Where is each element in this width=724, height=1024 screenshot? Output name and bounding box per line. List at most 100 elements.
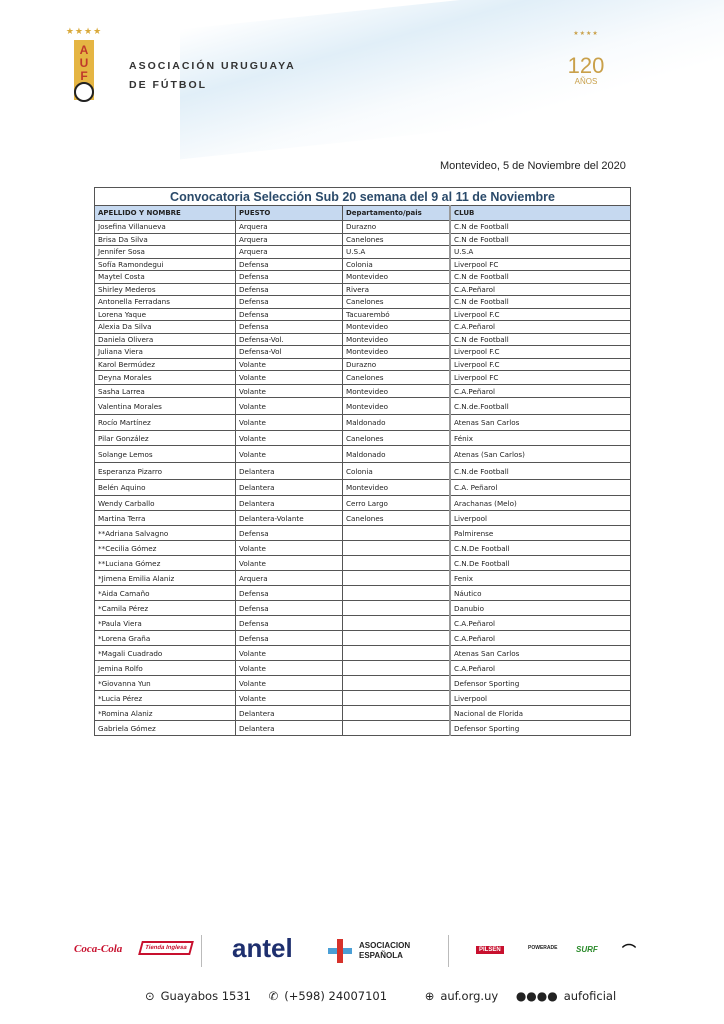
club-cell: Danubio xyxy=(449,600,631,616)
player-name-cell: Alexia Da Silva xyxy=(94,320,236,334)
department-cell: Colonia xyxy=(342,257,451,271)
globe-icon: ⊕ xyxy=(424,989,435,1003)
position-cell: Delantera xyxy=(235,720,343,736)
department-cell xyxy=(342,540,451,556)
position-cell: Defensa-Vol. xyxy=(235,332,343,346)
document-date: Montevideo, 5 de Noviembre del 2020 xyxy=(440,160,626,172)
col-header-club: CLUB xyxy=(449,205,631,221)
col-header-name: APELLIDO Y NOMBRE xyxy=(94,205,236,221)
club-cell: Fenix xyxy=(449,570,631,586)
sponsor-asociacion-espanola: ASOCIACION ESPAÑOLA xyxy=(359,941,411,960)
position-cell: Volante xyxy=(235,690,343,706)
table-row: Valentina Morales Volante Montevideo C.N.de… xyxy=(94,397,631,415)
player-name-cell: *Camila Pérez xyxy=(94,600,236,616)
player-name-cell: *Paula Viera xyxy=(94,615,236,631)
position-cell: Volante xyxy=(235,645,343,661)
stars-icon: ★★★★ xyxy=(65,26,103,36)
football-icon xyxy=(74,82,94,102)
org-name: ASOCIACIÓN URUGUAYA DE FÚTBOL xyxy=(129,57,296,95)
table-row: Juliana Viera Defensa-Vol Montevideo Liverp… xyxy=(94,345,631,359)
department-cell: Durazno xyxy=(342,357,451,371)
club-cell: Liverpool FC xyxy=(449,257,631,271)
department-cell: Montevideo xyxy=(342,270,451,284)
table-row: Sofía Ramondegui Defensa Colonia Liverpool … xyxy=(94,257,631,271)
club-cell: C.N de Football xyxy=(449,295,631,309)
sponsor-antel: antel xyxy=(232,933,293,963)
club-cell: C.N de Football xyxy=(449,232,631,246)
table-row: Pilar González Volante Canelones Fénix xyxy=(94,430,631,446)
player-name-cell: Wendy Carballo xyxy=(94,495,236,511)
player-name-cell: Lorena Yaque xyxy=(94,307,236,321)
player-name-cell: **Cecilia Gómez xyxy=(94,540,236,556)
position-cell: Volante xyxy=(235,357,343,371)
department-cell: U.S.A xyxy=(342,245,451,259)
club-cell: C.A.Peñarol xyxy=(449,660,631,676)
department-cell xyxy=(342,720,451,736)
position-cell: Volante xyxy=(235,430,343,446)
club-cell: Arachanas (Melo) xyxy=(449,495,631,511)
position-cell: Defensa-Vol xyxy=(235,345,343,359)
table-row: Maytel Costa Defensa Montevideo C.N de Foot… xyxy=(94,270,631,284)
table-title: Convocatoria Selección Sub 20 semana del… xyxy=(94,187,631,206)
club-cell: C.A.Peñarol xyxy=(449,384,631,398)
location-pin-icon: ⊙ xyxy=(145,989,155,1003)
stars-icon: ★★★★ xyxy=(573,31,599,37)
position-cell: Volante xyxy=(235,445,343,463)
position-cell: Arquera xyxy=(235,570,343,586)
player-name-cell: Esperanza Pizarro xyxy=(94,462,236,480)
department-cell: Montevideo xyxy=(342,479,451,496)
player-name-cell: *Magali Cuadrado xyxy=(94,645,236,661)
club-cell: Náutico xyxy=(449,585,631,601)
table-row: Martina Terra Delantera-Volante Canelones L… xyxy=(94,510,631,526)
club-cell: C.A.Peñarol xyxy=(449,630,631,646)
club-cell: C.N.De Football xyxy=(449,555,631,571)
club-cell: Liverpool F.C xyxy=(449,307,631,321)
position-cell: Defensa xyxy=(235,257,343,271)
table-row: *Paula Viera Defensa C.A.Peñarol xyxy=(94,615,631,631)
club-cell: Liverpool xyxy=(449,510,631,526)
department-cell: Rivera xyxy=(342,282,451,296)
position-cell: Volante xyxy=(235,414,343,431)
website-link[interactable]: auf.org.uy xyxy=(440,989,499,1003)
club-cell: C.N.de.Football xyxy=(449,397,631,415)
sponsor-pilsen: PILSEN xyxy=(476,946,504,954)
sponsor-tienda: Tienda Inglesa xyxy=(138,941,194,955)
table-row: Sasha Larrea Volante Montevideo C.A.Peñarol xyxy=(94,384,631,398)
anniversary-logo: ★★★★ 120 AÑOS xyxy=(565,30,607,112)
position-cell: Volante xyxy=(235,397,343,415)
table-row: **Adriana Salvagno Defensa Palmirense xyxy=(94,525,631,541)
position-cell: Volante xyxy=(235,370,343,385)
club-cell: C.N de Football xyxy=(449,220,631,234)
department-cell: Montevideo xyxy=(342,320,451,334)
sponsor-bar: Coca-Cola Tienda Inglesa antel ASOCIACIO… xyxy=(70,933,650,971)
social-icons[interactable]: ●●●● xyxy=(515,989,558,1003)
club-cell: C.A.Peñarol xyxy=(449,615,631,631)
table-row: Wendy Carballo Delantera Cerro Largo Aracha… xyxy=(94,495,631,511)
org-name-line1: ASOCIACIÓN URUGUAYA xyxy=(129,60,296,72)
department-cell: Maldonado xyxy=(342,445,451,463)
player-name-cell: *Lucia Pérez xyxy=(94,690,236,706)
player-name-cell: Sasha Larrea xyxy=(94,384,236,398)
player-name-cell: Maytel Costa xyxy=(94,270,236,284)
department-cell: Montevideo xyxy=(342,345,451,359)
position-cell: Volante xyxy=(235,675,343,691)
player-name-cell: Jennifer Sosa xyxy=(94,245,236,259)
department-cell xyxy=(342,600,451,616)
table-row: Belén Aquino Delantera Montevideo C.A. Peña… xyxy=(94,479,631,496)
phone-icon: ✆ xyxy=(268,989,279,1003)
club-cell: Atenas San Carlos xyxy=(449,645,631,661)
position-cell: Defensa xyxy=(235,630,343,646)
position-cell: Defensa xyxy=(235,615,343,631)
puma-icon: ⌒ xyxy=(622,943,636,959)
club-cell: C.A.Peñarol xyxy=(449,320,631,334)
position-cell: Defensa xyxy=(235,320,343,334)
table-row: Lorena Yaque Defensa Tacuarembó Liverpool F… xyxy=(94,307,631,321)
player-name-cell: Brisa Da Silva xyxy=(94,232,236,246)
position-cell: Defensa xyxy=(235,600,343,616)
department-cell: Canelones xyxy=(342,430,451,446)
player-name-cell: Antonella Ferradans xyxy=(94,295,236,309)
table-row: Daniela Olivera Defensa-Vol. Montevideo C.N… xyxy=(94,332,631,346)
table-row: *Camila Pérez Defensa Danubio xyxy=(94,600,631,616)
department-cell: Montevideo xyxy=(342,397,451,415)
club-cell: C.N.de Football xyxy=(449,462,631,480)
